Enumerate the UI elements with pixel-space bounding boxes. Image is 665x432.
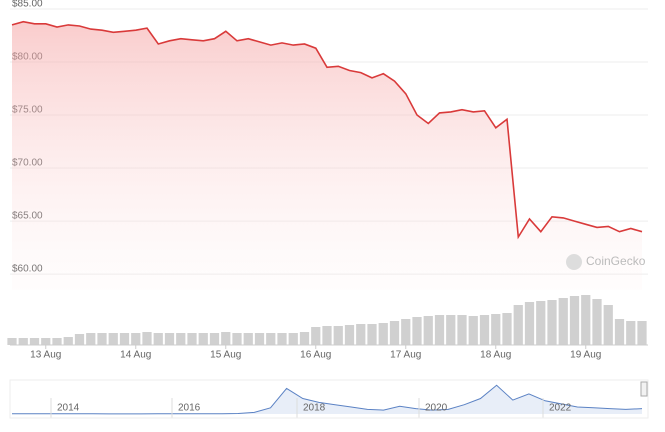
- volume-bar: [614, 319, 625, 345]
- navigator-label: 2022: [549, 403, 572, 414]
- volume-bar: [18, 338, 28, 345]
- volume-bar: [63, 337, 73, 345]
- volume-bar: [209, 333, 220, 345]
- x-tick-label: 15 Aug: [210, 350, 241, 361]
- volume-bar: [52, 338, 62, 345]
- volume-bar: [164, 333, 175, 345]
- volume-bar: [423, 316, 433, 345]
- x-tick-label: 17 Aug: [390, 350, 421, 361]
- watermark: CoinGecko: [586, 254, 646, 268]
- watermark-logo: [566, 254, 582, 270]
- volume-bar: [524, 302, 535, 345]
- volume-bar: [367, 324, 377, 345]
- volume-bar: [153, 333, 163, 345]
- volume-bar: [119, 333, 130, 345]
- navigator-label: 2016: [178, 403, 201, 414]
- price-area: [12, 21, 642, 290]
- volume-bar: [86, 333, 96, 345]
- volume-bar: [626, 321, 636, 345]
- volume-bar: [7, 338, 17, 345]
- volume-bar: [412, 317, 422, 345]
- volume-bar: [311, 327, 321, 345]
- volume-bar: [131, 333, 141, 345]
- x-tick-label: 19 Aug: [570, 350, 601, 361]
- volume-bar: [142, 332, 152, 345]
- navigator-label: 2014: [57, 403, 80, 414]
- volume-bar: [322, 326, 332, 345]
- volume-bar: [176, 333, 186, 345]
- price-line: [11, 20, 643, 240]
- volume-bar: [266, 333, 276, 345]
- volume-bar: [198, 333, 208, 345]
- navigator-area: [12, 385, 642, 414]
- volume-bar: [221, 332, 231, 345]
- volume-bar: [389, 321, 400, 345]
- volume-bar: [254, 333, 265, 345]
- volume-bar: [637, 321, 647, 345]
- volume-bar: [558, 298, 568, 345]
- volume-bar: [356, 324, 366, 345]
- navigator-label: 2020: [425, 403, 448, 414]
- volume-bar: [29, 338, 40, 345]
- x-tick-label: 16 Aug: [300, 350, 331, 361]
- volume-bar: [108, 333, 118, 345]
- volume-bar: [581, 295, 591, 345]
- volume-bar: [344, 325, 355, 345]
- volume-bar: [491, 314, 501, 345]
- volume-bar: [74, 334, 85, 345]
- volume-bar: [243, 333, 253, 345]
- volume-bar: [502, 313, 512, 345]
- navigator-frame: [9, 379, 649, 419]
- volume-bar: [277, 333, 287, 345]
- volume-bar: [333, 326, 343, 345]
- volume-bar: [288, 333, 298, 345]
- volume-bar: [97, 333, 107, 345]
- x-tick-label: 13 Aug: [30, 350, 61, 361]
- y-tick-label: $85.00: [12, 0, 43, 10]
- volume-bar: [446, 315, 456, 345]
- volume-bar: [479, 315, 490, 345]
- volume-bar: [513, 305, 523, 345]
- volume-bar: [457, 315, 467, 345]
- volume-bar: [41, 338, 51, 345]
- volume-bar: [536, 301, 546, 345]
- navigator-line: [12, 384, 643, 415]
- volume-bar: [603, 305, 613, 345]
- x-tick-label: 18 Aug: [480, 350, 511, 361]
- volume-bar: [569, 296, 580, 345]
- navigator-label: 2018: [303, 403, 326, 414]
- volume-bar: [592, 299, 602, 345]
- volume-bar: [299, 332, 310, 345]
- volume-bar: [378, 323, 388, 345]
- volume-bar: [401, 319, 411, 345]
- volume-bar: [434, 315, 445, 345]
- volume-bar: [232, 333, 242, 345]
- volume-bar: [547, 300, 557, 345]
- x-tick-label: 14 Aug: [120, 350, 151, 361]
- volume-bar: [468, 316, 478, 345]
- volume-bar: [187, 333, 197, 345]
- navigator-handle[interactable]: [640, 381, 648, 397]
